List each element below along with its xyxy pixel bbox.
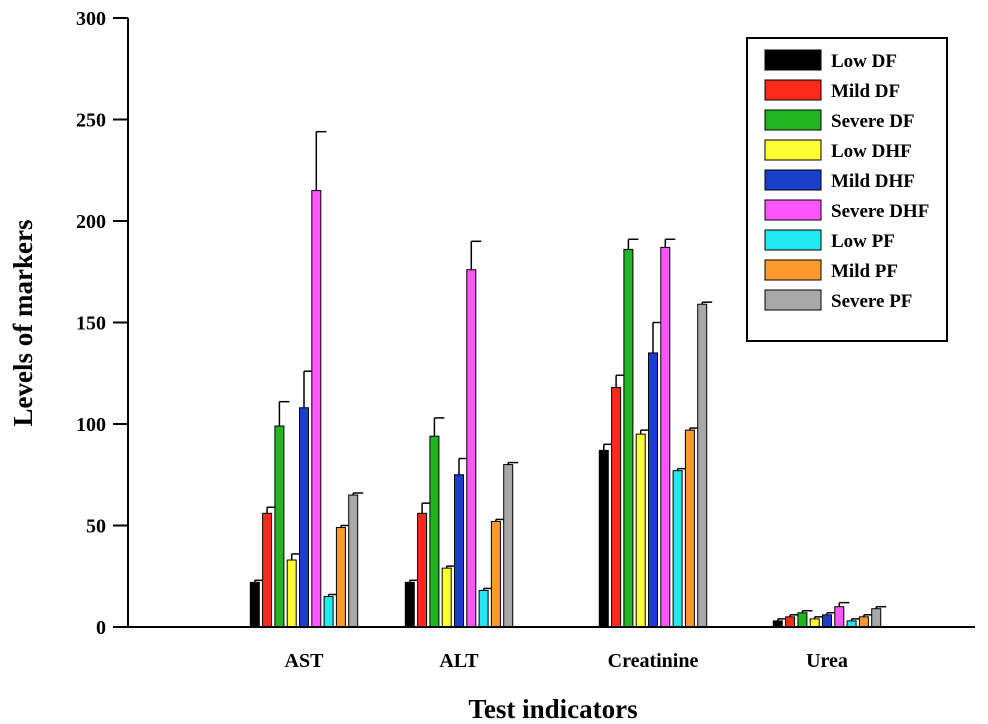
- bar: [648, 352, 658, 628]
- error-bar: [315, 130, 327, 191]
- error-bar: [470, 240, 482, 270]
- bar: [429, 435, 440, 628]
- error-bar: [875, 605, 887, 609]
- legend-item: Mild PF: [764, 259, 898, 282]
- bar: [623, 248, 634, 628]
- bar: [311, 190, 322, 628]
- bar: [672, 470, 683, 628]
- x-axis-title: Test indicators: [468, 694, 637, 724]
- bar: [858, 616, 869, 628]
- bar: [323, 596, 334, 628]
- bar: [635, 433, 646, 628]
- bar: [417, 512, 428, 628]
- legend-swatch: [764, 169, 822, 191]
- y-tick-label: 0: [96, 617, 106, 639]
- legend-item: Mild DF: [764, 79, 900, 102]
- legend-swatch: [764, 289, 822, 311]
- category-labels: AST ALT Creatinine Urea: [285, 650, 848, 672]
- legend-swatch: [764, 49, 822, 71]
- error-bar: [278, 400, 290, 427]
- legend-label: Severe DF: [831, 111, 915, 132]
- bar: [490, 520, 501, 628]
- legend-item: Low DHF: [764, 139, 912, 162]
- error-bar: [507, 461, 519, 465]
- legend-swatch: [764, 109, 822, 131]
- bar: [274, 425, 285, 628]
- error-bar: [352, 492, 364, 496]
- legend-label: Low PF: [831, 231, 895, 252]
- legend: Low DF Mild DF Severe DF Low DHF Mild DHF Sev…: [746, 37, 948, 342]
- error-bar: [701, 301, 713, 305]
- bar: [809, 618, 820, 628]
- bar: [262, 512, 273, 628]
- y-tick-label: 50: [86, 516, 106, 538]
- legend-item: Severe DF: [764, 109, 915, 132]
- bar: [454, 474, 464, 628]
- bar: [503, 464, 514, 628]
- y-tick-label: 200: [76, 211, 106, 233]
- bar: [286, 559, 297, 628]
- y-tick-label: 300: [76, 8, 106, 30]
- bar: [871, 608, 882, 628]
- legend-swatch: [764, 79, 822, 101]
- bar: [684, 429, 695, 628]
- ticks-layer: 0 50 100 150 200 250 300: [76, 8, 128, 639]
- bar: [299, 407, 309, 628]
- bar: [348, 494, 359, 628]
- bar: [822, 614, 832, 628]
- bar: [598, 449, 609, 628]
- y-tick-label: 100: [76, 414, 106, 436]
- legend-item: Severe DHF: [764, 199, 929, 222]
- legend-swatch: [764, 199, 822, 221]
- bar: [249, 581, 260, 628]
- bars-layer: [249, 130, 887, 628]
- legend-swatch: [764, 259, 822, 281]
- bar: [441, 567, 452, 628]
- x-category-label: Urea: [806, 650, 848, 672]
- legend-swatch: [764, 139, 822, 161]
- x-category-label: ALT: [439, 650, 479, 672]
- x-category-label: AST: [285, 650, 325, 672]
- legend-label: Mild PF: [831, 261, 898, 282]
- bar: [335, 527, 346, 628]
- error-bar: [801, 610, 813, 613]
- y-tick-label: 250: [76, 110, 106, 132]
- legend-item: Low PF: [764, 229, 895, 252]
- bar: [611, 386, 622, 628]
- legend-label: Low DF: [831, 51, 897, 72]
- bar: [478, 589, 489, 628]
- error-bar: [838, 601, 850, 607]
- legend-item: Mild DHF: [764, 169, 915, 192]
- y-tick-label: 150: [76, 313, 106, 335]
- error-bar: [664, 238, 676, 248]
- y-axis-title: Levels of markers: [8, 220, 38, 427]
- bar: [660, 246, 671, 628]
- bar: [466, 269, 477, 628]
- error-bar: [433, 417, 445, 437]
- legend-label: Mild DF: [831, 81, 900, 102]
- error-bar: [627, 238, 639, 250]
- bar: [404, 581, 415, 628]
- legend-label: Severe DHF: [831, 201, 929, 222]
- legend-swatch: [764, 229, 822, 251]
- bar: [797, 612, 808, 628]
- legend-item: Severe PF: [764, 289, 912, 312]
- bar: [697, 303, 708, 628]
- legend-label: Mild DHF: [831, 171, 915, 192]
- x-category-label: Creatinine: [608, 650, 699, 672]
- legend-label: Severe PF: [831, 291, 912, 312]
- bar: [834, 606, 845, 628]
- legend-label: Low DHF: [831, 141, 912, 162]
- bar: [785, 616, 796, 628]
- legend-item: Low DF: [764, 49, 897, 72]
